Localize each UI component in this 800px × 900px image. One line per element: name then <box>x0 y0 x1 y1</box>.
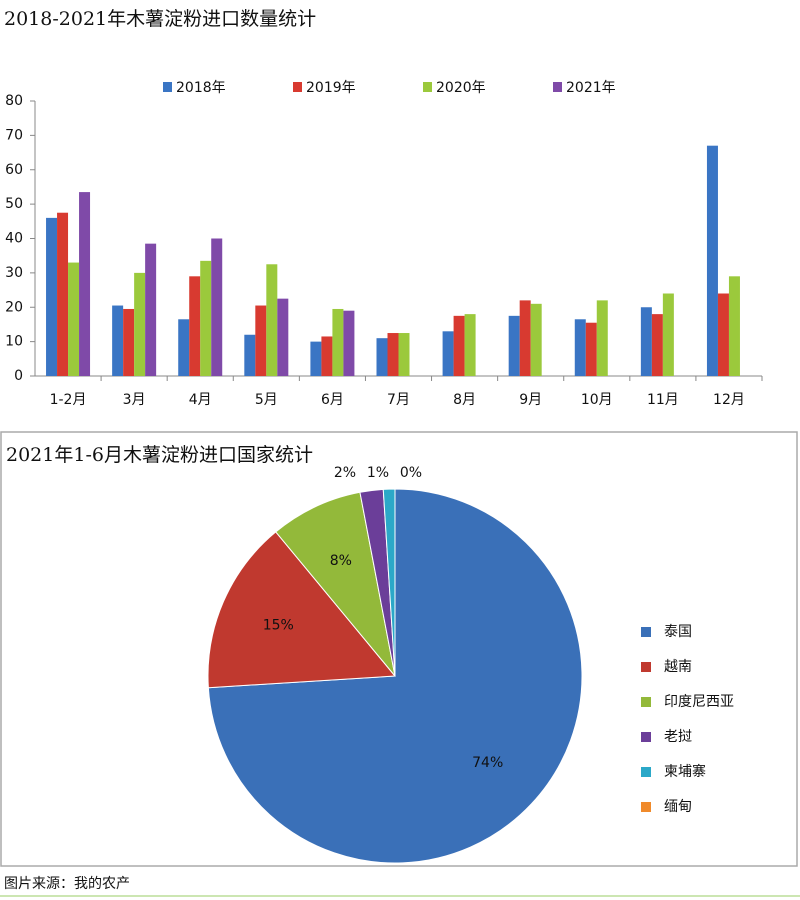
y-tick-label: 60 <box>5 162 23 178</box>
y-tick-label: 80 <box>5 93 23 109</box>
legend-marker <box>423 82 432 92</box>
bar <box>46 217 58 376</box>
bar <box>112 305 124 376</box>
bar <box>519 300 531 376</box>
bar <box>728 276 740 376</box>
x-tick-label: 3月 <box>123 392 146 408</box>
x-tick-label: 12月 <box>713 392 745 408</box>
legend-marker <box>641 627 651 637</box>
x-tick-label: 11月 <box>647 392 679 408</box>
y-tick-label: 70 <box>5 127 23 143</box>
y-tick-label: 30 <box>5 265 23 281</box>
bar <box>123 308 135 376</box>
bar <box>57 212 69 376</box>
bar <box>200 260 212 376</box>
data-label: 0% <box>400 465 422 481</box>
bar <box>68 262 80 376</box>
legend-label: 2018年 <box>176 80 226 96</box>
bar <box>376 338 388 376</box>
pie-slice <box>275 491 396 677</box>
bar <box>343 310 355 376</box>
bar <box>310 341 322 376</box>
legend-marker <box>641 662 651 672</box>
x-tick-label: 1-2月 <box>50 392 87 408</box>
data-label: 2% <box>334 465 356 481</box>
legend-label: 泰国 <box>664 624 692 640</box>
bar <box>211 238 223 376</box>
pie-slice <box>207 531 397 689</box>
chart-title: 2018-2021年木薯淀粉进口数量统计 <box>4 8 316 30</box>
bar <box>321 336 333 376</box>
legend-marker <box>293 82 302 92</box>
legend-label: 柬埔寨 <box>664 763 706 780</box>
bar <box>530 303 542 376</box>
legend-label: 2020年 <box>436 80 486 96</box>
bar <box>134 272 146 376</box>
bar <box>145 243 157 376</box>
y-tick-label: 10 <box>5 334 23 350</box>
data-label: 8% <box>330 553 352 569</box>
x-tick-label: 8月 <box>453 392 476 408</box>
legend-marker <box>641 802 651 812</box>
y-tick-label: 0 <box>14 368 23 384</box>
legend-label: 老挝 <box>664 729 692 745</box>
legend-label: 越南 <box>664 659 692 675</box>
bar <box>442 331 454 376</box>
legend-marker <box>641 732 651 742</box>
legend-marker <box>553 82 562 92</box>
x-tick-label: 10月 <box>581 392 613 408</box>
x-tick-label: 7月 <box>387 392 410 408</box>
bar <box>662 293 674 376</box>
bar <box>255 305 267 376</box>
bar <box>464 314 476 376</box>
bar <box>266 264 278 376</box>
bar <box>717 293 729 376</box>
data-label: 1% <box>367 465 389 481</box>
legend-label: 印度尼西亚 <box>664 694 734 710</box>
bar <box>640 307 652 376</box>
legend-label: 2019年 <box>306 80 356 96</box>
bar <box>453 315 465 376</box>
bar <box>398 333 410 376</box>
legend-marker <box>163 82 172 92</box>
chart-title: 2021年1-6月木薯淀粉进口国家统计 <box>6 444 313 466</box>
x-tick-label: 5月 <box>255 392 278 408</box>
bar <box>585 322 597 376</box>
bar <box>651 314 663 376</box>
bar <box>596 300 608 376</box>
x-tick-label: 9月 <box>519 392 542 408</box>
bar <box>332 308 344 376</box>
bar <box>79 192 91 376</box>
y-tick-label: 20 <box>5 299 23 315</box>
data-label: 15% <box>263 617 294 633</box>
x-tick-label: 6月 <box>321 392 344 408</box>
y-tick-label: 50 <box>5 196 23 212</box>
bar <box>189 276 201 376</box>
bar <box>244 334 256 376</box>
legend-marker <box>641 697 651 707</box>
bar <box>178 319 190 376</box>
data-label: 74% <box>472 755 503 771</box>
legend-marker <box>641 767 651 777</box>
bar <box>277 298 289 376</box>
bar <box>387 333 399 376</box>
y-tick-label: 40 <box>5 231 23 247</box>
source: 图片来源：我的农产 <box>4 876 130 892</box>
bar <box>706 145 718 376</box>
bar <box>508 315 520 376</box>
x-tick-label: 4月 <box>189 392 212 408</box>
legend-label: 缅甸 <box>664 799 692 815</box>
pie-frame <box>0 431 798 867</box>
bar <box>574 319 586 376</box>
legend-label: 2021年 <box>566 80 616 96</box>
